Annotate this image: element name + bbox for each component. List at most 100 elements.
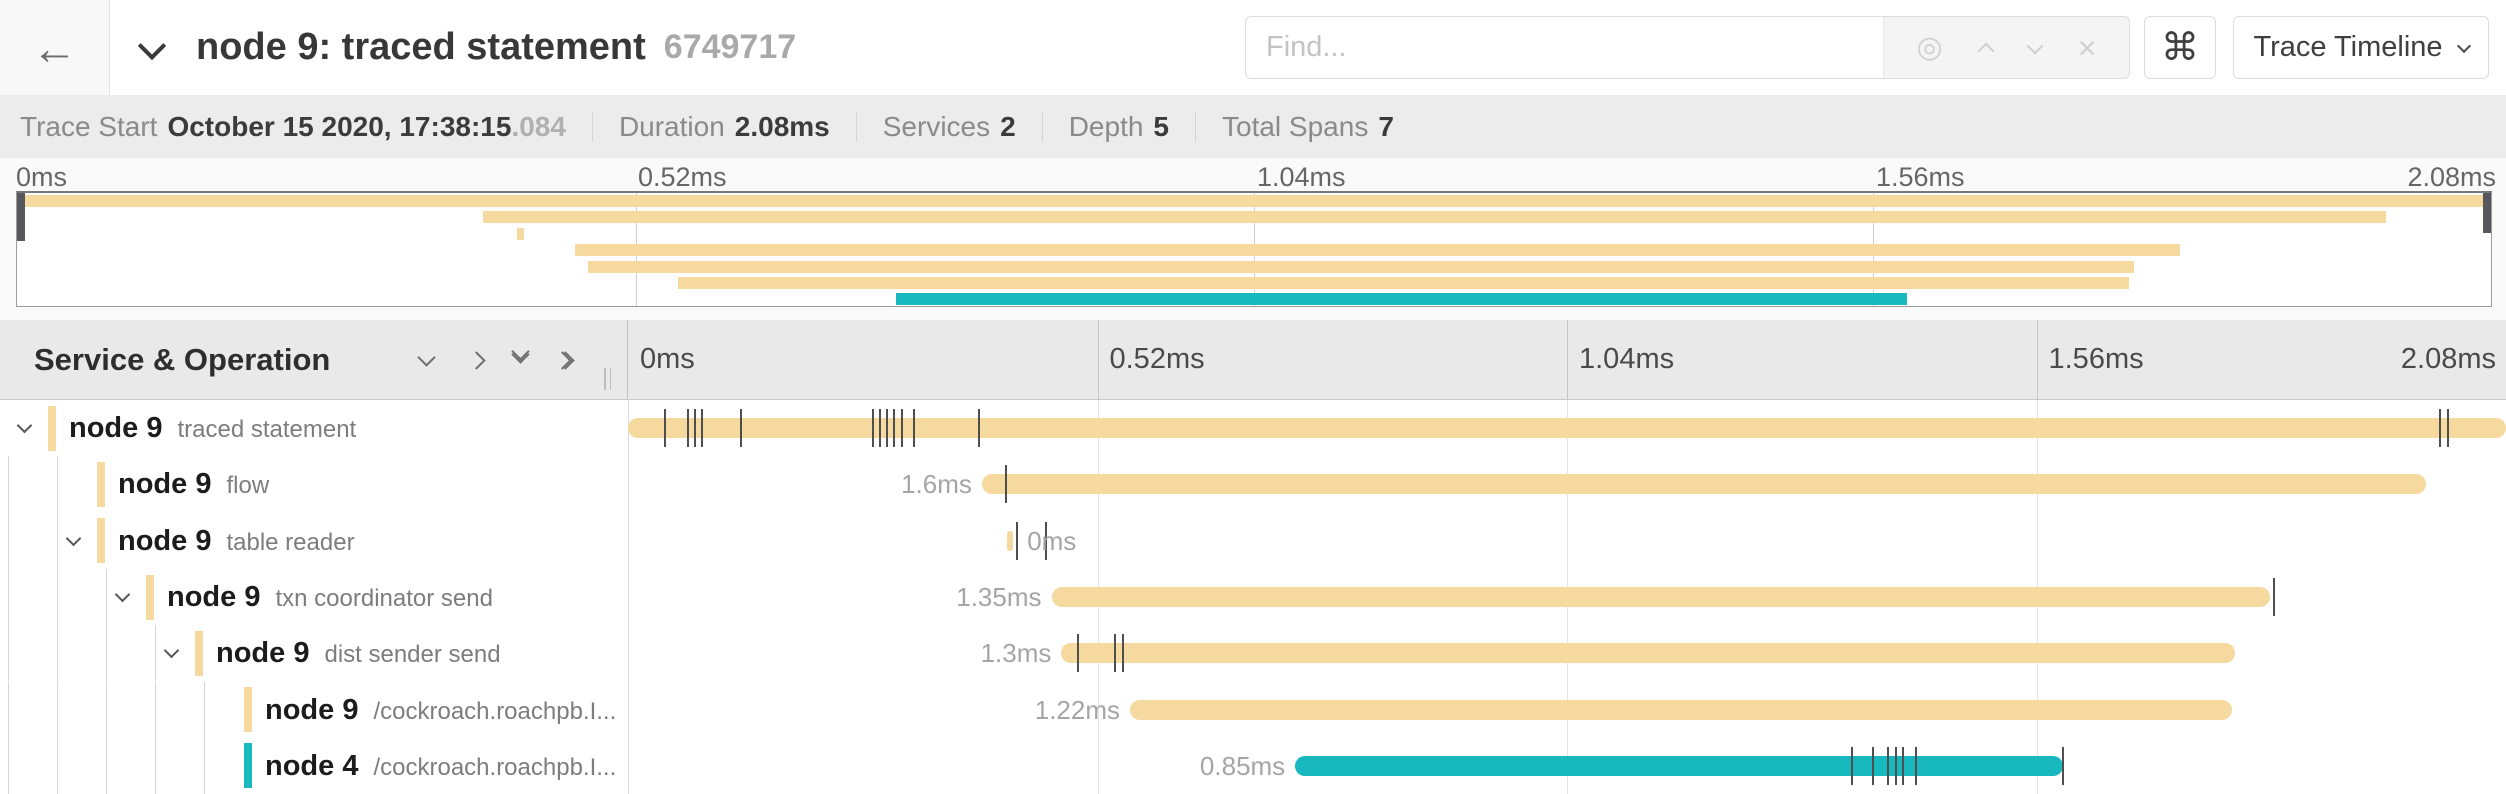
span-service-name: node 4	[265, 749, 359, 782]
trace-id: 6749717	[663, 28, 797, 66]
span-log-tick	[1121, 634, 1124, 673]
timeline-header-row: Service & Operation 0ms 0.52ms 1.04ms 1.56m…	[0, 320, 2506, 400]
span-log-tick	[686, 409, 689, 448]
span-tree-row[interactable]: node 9/cockroach.roachpb.I...	[0, 681, 628, 738]
find-group: ◎ ×	[1245, 16, 2130, 79]
service-color-block	[97, 461, 105, 507]
service-operation-title: Service & Operation	[34, 341, 331, 377]
span-duration-bar[interactable]	[1061, 643, 2236, 664]
service-color-block	[195, 630, 203, 676]
span-log-tick	[739, 409, 742, 448]
back-button[interactable]: ←	[0, 0, 110, 95]
tree-guide-line	[57, 568, 58, 626]
expand-all-icon[interactable]	[553, 351, 575, 372]
span-row-text: node 9 flow	[118, 456, 623, 512]
span-duration-label: 1.3ms	[980, 638, 1052, 669]
span-tree-row[interactable]: node 4/cockroach.roachpb.I...	[0, 737, 628, 794]
tree-chevron-down-icon[interactable]	[163, 643, 180, 659]
back-arrow-icon[interactable]: ←	[31, 21, 78, 74]
command-icon: ⌘	[2161, 27, 2199, 69]
chevron-down-icon	[2456, 38, 2471, 53]
find-prev-icon[interactable]	[1977, 42, 1995, 59]
minimap-span-bar	[574, 244, 2181, 257]
match-target-icon[interactable]: ◎	[1916, 30, 1943, 64]
collapse-all-icon[interactable]	[511, 342, 530, 364]
minimap-right-scrubber[interactable]	[2483, 193, 2491, 233]
tree-guide-line	[8, 456, 9, 513]
span-log-tick	[701, 409, 703, 448]
span-duration-label: 1.6ms	[901, 469, 972, 500]
tree-guide-line	[57, 681, 58, 738]
span-row-text: node 4/cockroach.roachpb.I...	[265, 738, 623, 794]
tree-guide-line	[155, 681, 156, 738]
span-duration-bar[interactable]	[628, 418, 2506, 439]
span-tree-row[interactable]: node 9 dist sender send	[0, 625, 628, 682]
tree-chevron-down-icon[interactable]	[114, 586, 131, 603]
span-operation-name: table reader	[226, 528, 355, 556]
timeline-header-gridline	[1098, 320, 1099, 399]
minimap-axis-tick-label: 2.08ms	[2407, 162, 2496, 192]
minimap-span-bar	[587, 260, 2135, 273]
span-duration-label: 0ms	[1027, 525, 1077, 556]
collapse-one-icon[interactable]	[417, 348, 436, 369]
tree-chevron-down-icon[interactable]	[16, 417, 33, 434]
span-rows-area: node 9 traced statement node 9 flow 1.6ms nod…	[0, 400, 2506, 794]
trace-collapse-chevron-icon[interactable]	[137, 31, 167, 61]
find-tools: ◎ ×	[1883, 17, 2129, 78]
tree-guide-line	[106, 737, 107, 794]
timeline-axis-tick-label: 0ms	[640, 343, 695, 375]
service-color-block	[48, 405, 56, 451]
service-color-block	[244, 743, 252, 789]
summary-label: Services	[882, 111, 991, 142]
tree-guide-line	[8, 625, 9, 682]
span-log-tick	[2439, 409, 2442, 448]
trace-view-selector[interactable]: Trace Timeline	[2233, 16, 2489, 79]
span-duration-bar[interactable]	[1295, 755, 2063, 776]
span-service-name: node 9	[69, 412, 163, 444]
timeline-axis-tick-label: 0.52ms	[1109, 343, 1205, 375]
minimap-span-bar	[483, 211, 2387, 224]
expand-one-icon[interactable]	[467, 351, 486, 372]
span-tree-row[interactable]: node 9 table reader	[0, 512, 628, 569]
minimap-span-bar	[896, 293, 1907, 306]
service-operation-header: Service & Operation	[0, 320, 628, 399]
span-log-tick	[1045, 521, 1047, 560]
tree-guide-line	[106, 681, 107, 738]
summary-separator	[1041, 112, 1043, 142]
span-duration-label: 1.22ms	[1034, 694, 1120, 725]
span-duration-bar[interactable]	[981, 474, 2427, 495]
span-log-tick	[1914, 746, 1917, 785]
span-log-tick	[871, 409, 874, 448]
tree-guide-line	[204, 737, 205, 794]
span-log-tick	[693, 409, 696, 448]
tree-guide-line	[57, 737, 58, 794]
span-duration-bar[interactable]	[1007, 530, 1014, 551]
timeline-axis-tick-label: 1.56ms	[2048, 343, 2144, 375]
span-tree-row[interactable]: node 9 traced statement	[0, 400, 628, 456]
span-tree-row[interactable]: node 9 txn coordinator send	[0, 568, 628, 626]
column-resize-grip[interactable]	[604, 368, 611, 390]
summary-label: Trace Start	[20, 111, 158, 142]
tree-guide-line	[155, 737, 156, 794]
span-duration-bar[interactable]	[1130, 699, 2232, 720]
span-row-text: node 9 table reader	[118, 513, 623, 569]
minimap-axis-tick-label: 1.56ms	[1876, 162, 1965, 192]
span-row-text: node 9/cockroach.roachpb.I...	[265, 682, 623, 738]
span-log-tick	[1872, 746, 1875, 785]
span-service-name: node 9	[265, 693, 359, 726]
summary-value: 2	[1000, 111, 1016, 142]
keyboard-shortcuts-button[interactable]: ⌘	[2144, 16, 2216, 79]
summary-separator	[591, 112, 593, 142]
tree-guide-line	[8, 568, 9, 626]
minimap-canvas[interactable]	[16, 191, 2492, 307]
tree-chevron-down-icon[interactable]	[65, 530, 82, 547]
find-next-icon[interactable]	[2026, 37, 2044, 54]
find-input[interactable]	[1246, 17, 1883, 78]
span-log-tick	[1894, 746, 1897, 785]
span-duration-bar[interactable]	[1051, 587, 2271, 607]
find-clear-icon[interactable]: ×	[2077, 29, 2097, 66]
span-tree-row[interactable]: node 9 flow	[0, 456, 628, 513]
minimap-left-scrubber[interactable]	[17, 193, 25, 241]
span-log-tick	[1005, 465, 1008, 504]
tree-guide-line	[57, 625, 58, 682]
